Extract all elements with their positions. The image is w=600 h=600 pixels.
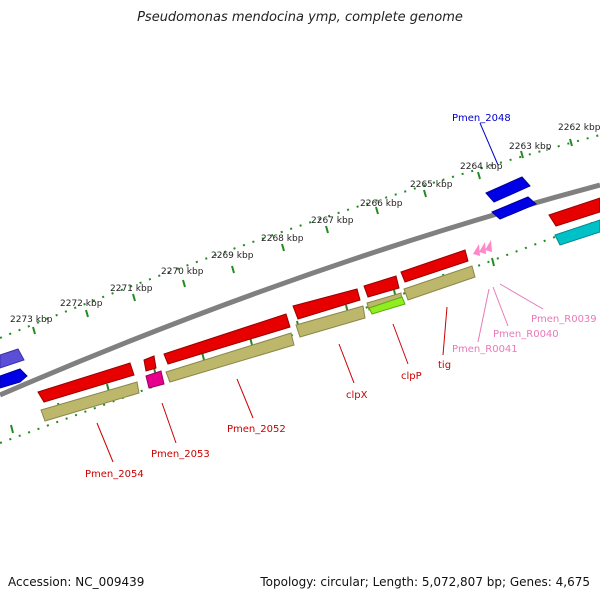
- gene-cyan-right: [554, 219, 600, 246]
- label-pmen2053: Pmen_2053: [151, 449, 210, 460]
- scale-label-2273: 2273 kbp: [10, 315, 53, 325]
- gene-red-clpX: [292, 288, 361, 320]
- scale-label-2264: 2264 kbp: [460, 162, 503, 172]
- gene-blue-left-top: [0, 348, 25, 369]
- gene-lime-clpP: [368, 296, 406, 315]
- leader-lines: [96, 122, 544, 463]
- label-pmen2052: Pmen_2052: [227, 424, 286, 435]
- leader-pmen2048: [479, 122, 499, 166]
- gene-red-2052: [163, 313, 291, 365]
- scale-label-2265: 2265 kbp: [410, 180, 453, 190]
- genome-summary-text: Topology: circular; Length: 5,072,807 bp…: [260, 575, 590, 589]
- accession-text: Accession: NC_009439: [8, 575, 145, 589]
- gene-magenta-2053: [145, 370, 165, 389]
- scale-label-2267: 2267 kbp: [311, 216, 354, 226]
- leader-clpX: [338, 343, 355, 384]
- scale-label-2271: 2271 kbp: [110, 284, 153, 294]
- label-pmen2054: Pmen_2054: [85, 469, 144, 480]
- cds-olive-row: [40, 265, 476, 422]
- gene-pmen2048-group: [485, 176, 537, 220]
- leader-tig: [442, 306, 448, 356]
- label-pmenR0039: Pmen_R0039: [531, 314, 597, 325]
- genome-title: Pseudomonas mendocina ymp, complete geno…: [137, 10, 463, 25]
- leader-pmenR0041: [477, 288, 490, 343]
- gene-red-2053: [143, 355, 157, 372]
- leader-pmen2053: [161, 402, 177, 444]
- scale-label-2268: 2268 kbp: [261, 234, 304, 244]
- leader-pmen2054: [96, 422, 114, 463]
- scale-label-2270: 2270 kbp: [161, 267, 204, 277]
- label-clpP: clpP: [401, 371, 422, 382]
- cds-olive-clpX: [295, 305, 366, 338]
- scale-label-2269: 2269 kbp: [211, 251, 254, 261]
- scale-major-ticks: [32, 138, 573, 335]
- gene-blue-left-bottom: [0, 368, 28, 389]
- rna-pink-1: [473, 244, 480, 256]
- rna-pink-3: [485, 240, 492, 252]
- gene-red-right: [548, 197, 600, 227]
- scale-label-2262: 2262 kbp: [558, 123, 600, 133]
- leader-pmen2052: [236, 378, 254, 419]
- label-pmenR0041: Pmen_R0041: [452, 344, 518, 355]
- label-clpX: clpX: [346, 390, 368, 401]
- scale-outer-dotted: [0, 134, 600, 339]
- scale-label-2266: 2266 kbp: [360, 199, 403, 209]
- leader-pmenR0039: [499, 283, 544, 310]
- label-tig: tig: [438, 360, 451, 371]
- cds-olive-2054: [40, 381, 140, 422]
- leader-pmenR0040: [492, 286, 509, 327]
- label-pmen2048: Pmen_2048: [452, 113, 511, 124]
- cds-olive-tig: [403, 265, 476, 301]
- gene-labels: Pmen_2048 Pmen_2054 Pmen_2053 Pmen_2052 …: [85, 113, 597, 480]
- cds-olive-2052: [165, 332, 295, 383]
- gene-red-clpP: [363, 275, 400, 298]
- gene-blue-arrow-lower: [491, 196, 537, 220]
- leader-clpP: [392, 323, 409, 365]
- scale-label-2272: 2272 kbp: [60, 299, 103, 309]
- rna-pink-2: [479, 242, 486, 254]
- scale-labels: 2262 kbp 2263 kbp 2264 kbp 2265 kbp 2266…: [10, 123, 600, 325]
- gene-red-2054: [37, 362, 135, 403]
- label-pmenR0040: Pmen_R0040: [493, 329, 559, 340]
- scale-inner-dotted: [0, 219, 600, 444]
- rna-pink-group: [473, 240, 492, 256]
- scale-label-2263: 2263 kbp: [509, 142, 552, 152]
- gene-red-tig: [400, 249, 469, 283]
- gene-blue-arrow: [485, 176, 531, 203]
- genes-red-row: [37, 249, 469, 403]
